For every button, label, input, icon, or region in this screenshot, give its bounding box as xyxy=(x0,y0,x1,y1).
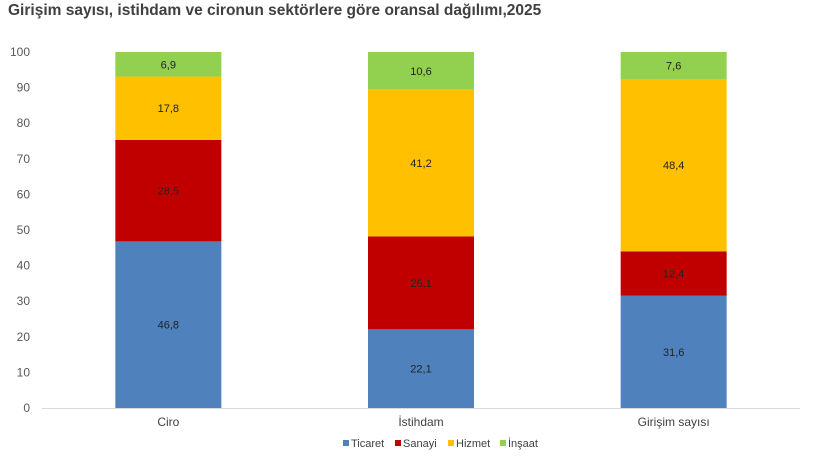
y-tick-label: 90 xyxy=(17,81,31,95)
bar-segment-sanayi xyxy=(620,251,727,296)
bar-segment-i̇nşaat xyxy=(620,52,727,80)
legend-swatch xyxy=(448,440,454,446)
y-tick-label: 0 xyxy=(23,401,30,415)
legend-swatch xyxy=(500,440,506,446)
legend-label: Sanayi xyxy=(403,438,437,450)
legend-swatch xyxy=(343,440,349,446)
category-label: Ciro xyxy=(157,415,179,429)
y-tick-label: 70 xyxy=(17,152,31,166)
legend-label: İnşaat xyxy=(508,437,538,450)
legend-label: Hizmet xyxy=(456,438,490,450)
bar-segment-sanayi xyxy=(368,236,474,330)
y-tick-label: 40 xyxy=(17,259,31,273)
chart-title: Girişim sayısı, istihdam ve cironun sekt… xyxy=(8,2,542,19)
bar-segment-hizmet xyxy=(620,79,727,252)
y-tick-label: 30 xyxy=(17,294,31,308)
bar-segment-hizmet xyxy=(368,89,474,237)
data-label: 28,5 xyxy=(158,186,179,198)
y-tick-label: 60 xyxy=(17,187,31,201)
y-axis: 0 10 20 30 40 50 60 70 80 90 100 xyxy=(10,45,30,415)
y-tick-label: 10 xyxy=(17,365,31,379)
data-label: 31,6 xyxy=(663,347,684,359)
y-tick-label: 100 xyxy=(10,45,30,59)
bar-segment-sanayi xyxy=(115,139,222,242)
bars: 46,8 28,5 17,8 6,9 22,1 26,1 41,2 10,6 31,6 12,4 4… xyxy=(115,52,727,408)
bar-segment-i̇nşaat xyxy=(115,52,222,77)
data-label: 12,4 xyxy=(663,268,684,280)
y-tick-label: 50 xyxy=(17,223,31,237)
data-label: 6,9 xyxy=(161,59,176,71)
x-axis: Ciro İstihdam Girişim sayısı xyxy=(42,408,800,429)
category-label: İstihdam xyxy=(398,415,443,429)
bar-segment-hizmet xyxy=(115,76,222,140)
data-label: 26,1 xyxy=(410,278,431,290)
y-tick-label: 20 xyxy=(17,330,31,344)
legend-swatch xyxy=(395,440,401,446)
bar-segment-i̇nşaat xyxy=(368,52,474,90)
data-label: 17,8 xyxy=(158,103,179,115)
bar-segment-ticaret xyxy=(620,295,727,408)
y-tick-label: 80 xyxy=(17,116,31,130)
data-label: 41,2 xyxy=(410,158,431,170)
category-label: Girişim sayısı xyxy=(638,415,710,429)
bar-segment-ticaret xyxy=(368,329,474,408)
data-label: 46,8 xyxy=(158,320,179,332)
legend: Ticaret Sanayi Hizmet İnşaat xyxy=(343,437,538,450)
data-label: 22,1 xyxy=(410,364,431,376)
data-label: 10,6 xyxy=(410,66,431,78)
data-label: 48,4 xyxy=(663,160,684,172)
data-label: 7,6 xyxy=(666,61,681,73)
legend-label: Ticaret xyxy=(351,438,384,450)
bar-segment-ticaret xyxy=(115,241,222,408)
